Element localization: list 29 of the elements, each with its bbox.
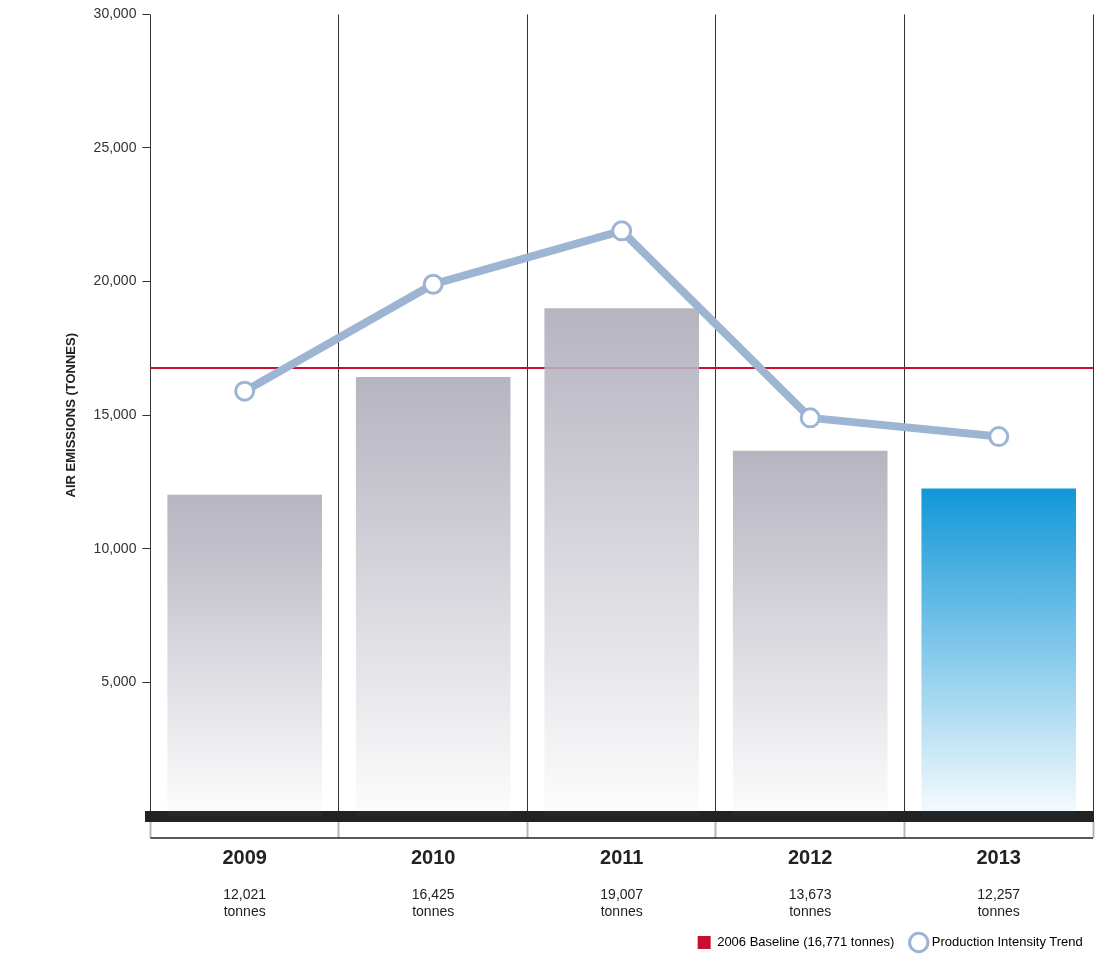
bar: [355, 377, 511, 816]
data-label: 12,257 tonnes: [977, 885, 1021, 919]
y-axis-title: AIR EMISSIONS (TONNES): [63, 332, 79, 498]
bar: [167, 494, 322, 816]
legend-label: 2006 Baseline (16,771 tonnes): [717, 934, 895, 950]
y-tick-label: 20,000: [93, 272, 137, 289]
y-tick-label: 30,000: [93, 5, 137, 22]
point: [799, 407, 821, 429]
legend-label: Production Intensity Trend: [931, 934, 1083, 950]
x-tick-label: 2009: [222, 845, 267, 868]
point: [988, 426, 1010, 448]
x-tick-label: 2010: [410, 845, 456, 868]
point: [611, 220, 633, 242]
point: [422, 273, 444, 295]
x-tick-label: 2012: [787, 845, 833, 868]
data-label: 12,021 tonnes: [223, 885, 267, 919]
point: [234, 380, 256, 402]
x-tick-label: 2013: [976, 845, 1021, 868]
bar: [544, 308, 699, 816]
data-label: 13,673 tonnes: [788, 885, 832, 919]
y-tick-label: 5,000: [101, 673, 137, 690]
x-tick-label: 2011: [600, 845, 644, 868]
bar: [732, 450, 888, 816]
y-tick-label: 25,000: [93, 138, 137, 155]
bar: [921, 488, 1077, 816]
data-label: 19,007 tonnes: [600, 885, 644, 919]
y-tick-label: 15,000: [93, 406, 137, 423]
data-label: 16,425 tonnes: [411, 885, 455, 919]
y-tick-label: 10,000: [93, 539, 137, 556]
